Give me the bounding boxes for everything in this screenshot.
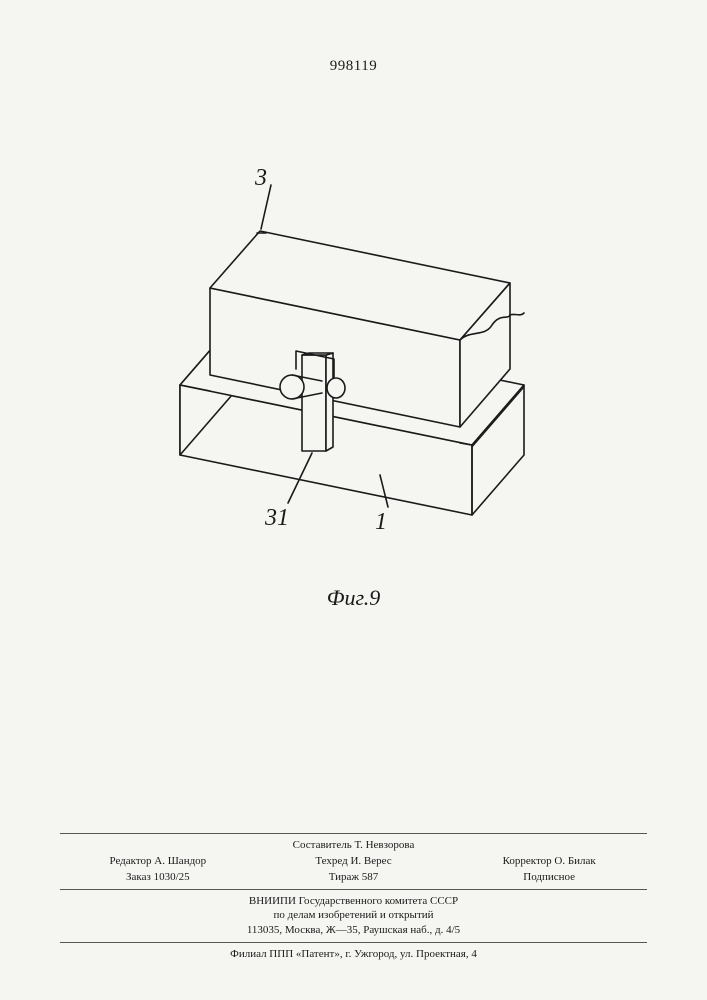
footer-rule-1 bbox=[60, 833, 647, 834]
footer-rule-2 bbox=[60, 889, 647, 890]
subscription: Подписное bbox=[451, 870, 647, 885]
figure-caption: Фиг.9 bbox=[50, 585, 657, 611]
org-line-2: по делам изобретений и открытий bbox=[60, 908, 647, 923]
compiler-line: Составитель Т. Невзорова bbox=[60, 838, 647, 853]
order: Заказ 1030/25 bbox=[60, 870, 256, 885]
address-line: 113035, Москва, Ж—35, Раушская наб., д. … bbox=[60, 923, 647, 938]
document-number: 998119 bbox=[50, 58, 657, 75]
figure-drawing bbox=[120, 165, 580, 625]
editor: Редактор А. Шандор bbox=[60, 854, 256, 869]
techred: Техред И. Верес bbox=[256, 854, 452, 869]
footer-rule-3 bbox=[60, 942, 647, 943]
footer-row-credits: Редактор А. Шандор Техред И. Верес Корре… bbox=[60, 854, 647, 869]
tirazh: Тираж 587 bbox=[256, 870, 452, 885]
org-line-1: ВНИИПИ Государственного комитета СССР bbox=[60, 894, 647, 909]
footer-block: Составитель Т. Невзорова Редактор А. Шан… bbox=[60, 829, 647, 962]
corrector: Корректор О. Билак bbox=[451, 854, 647, 869]
footer-row-order: Заказ 1030/25 Тираж 587 Подписное bbox=[60, 870, 647, 885]
figure-area: 3 31 1 bbox=[50, 165, 657, 725]
branch-line: Филиал ППП «Патент», г. Ужгород, ул. Про… bbox=[60, 947, 647, 962]
